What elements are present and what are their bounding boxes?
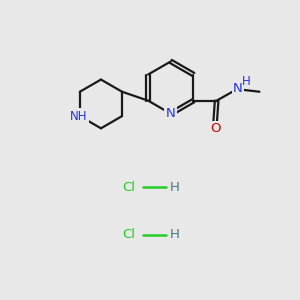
Text: O: O (210, 122, 220, 135)
Text: Cl: Cl (123, 181, 136, 194)
Text: H: H (169, 228, 179, 241)
Text: N: N (166, 107, 176, 120)
Text: H: H (242, 75, 251, 88)
Text: N: N (233, 82, 243, 95)
Text: H: H (169, 181, 179, 194)
Text: NH: NH (70, 110, 87, 123)
Text: Cl: Cl (123, 228, 136, 241)
